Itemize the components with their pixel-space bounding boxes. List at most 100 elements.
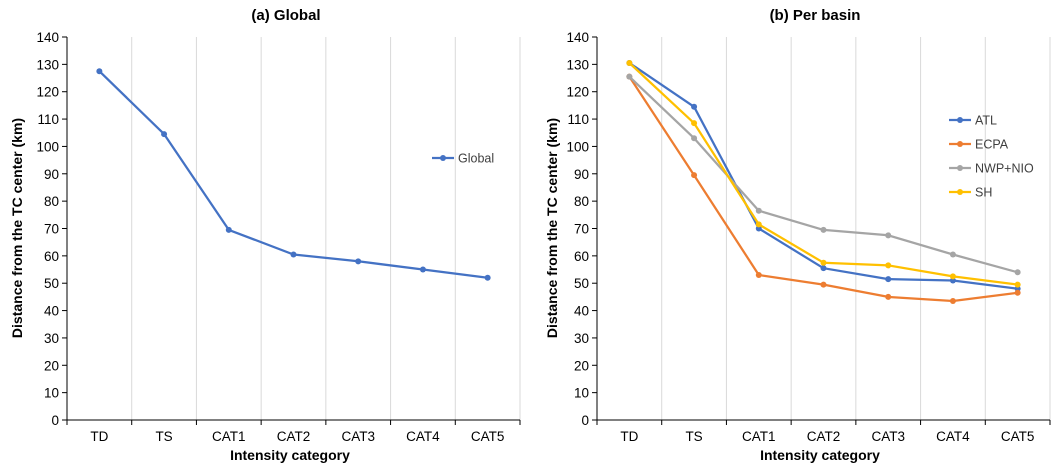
data-point: [1014, 289, 1021, 296]
y-tick-label: 0: [51, 413, 59, 428]
x-axis-title-b: Intensity category: [760, 447, 880, 463]
chart-panel-b: (b) Per basin Intensity category Distanc…: [544, 7, 1051, 463]
data-point: [885, 262, 892, 269]
data-point: [225, 226, 232, 233]
data-point: [949, 273, 956, 280]
data-point: [1014, 281, 1021, 288]
y-tick-label: 100: [566, 139, 589, 154]
legend-label: ATL: [975, 114, 997, 128]
y-tick-label: 0: [581, 413, 589, 428]
data-point: [949, 251, 956, 258]
y-tick-label: 60: [44, 249, 59, 264]
y-axis-title-b: Distance from the TC center (km): [544, 118, 560, 338]
y-tick-label: 80: [574, 194, 589, 209]
legend-a: Global: [432, 152, 494, 166]
y-tick-label: 130: [36, 57, 59, 72]
x-tick-label: CAT5: [471, 429, 505, 444]
chart-title-b: (b) Per basin: [770, 7, 861, 24]
legend-label: ECPA: [975, 138, 1009, 152]
y-tick-label: 20: [574, 358, 589, 373]
x-tick-label: TS: [155, 429, 172, 444]
y-axis-title-a: Distance from the TC center (km): [9, 118, 25, 338]
x-tick-label: CAT3: [341, 429, 375, 444]
data-point: [419, 266, 426, 273]
data-point: [626, 73, 633, 80]
x-axis-title-a: Intensity category: [230, 447, 350, 463]
data-point: [949, 277, 956, 284]
x-tick-label: CAT4: [936, 429, 970, 444]
legend-label: SH: [975, 186, 992, 200]
grid-b: [661, 37, 1051, 420]
data-point: [691, 172, 698, 179]
x-tick-label: CAT5: [1001, 429, 1035, 444]
y-tick-label: 30: [44, 331, 59, 346]
data-point: [755, 207, 762, 214]
x-tick-label: TS: [685, 429, 702, 444]
data-point: [755, 225, 762, 232]
series-line: [628, 75, 1018, 274]
x-tick-label: CAT2: [807, 429, 841, 444]
data-point: [755, 272, 762, 279]
data-point: [820, 281, 827, 288]
y-tick-label: 70: [44, 222, 59, 237]
y-tick-label: 40: [574, 304, 589, 319]
data-point: [820, 265, 827, 272]
data-point: [691, 120, 698, 127]
axes-a: 0 10 20 30 40 50 60 70 80 90 100 110 120 130 140 TD TS CA…: [36, 30, 521, 444]
legend-marker: [440, 155, 446, 161]
x-tick-label: CAT1: [742, 429, 776, 444]
grid-a: [131, 37, 521, 420]
data-point: [691, 103, 698, 110]
data-point: [820, 226, 827, 233]
legend-marker: [957, 189, 963, 195]
axes-b: 0 10 20 30 40 50 60 70 80 90 100 110 120 130 140 TD TS CA…: [566, 30, 1051, 444]
y-tick-label: 10: [574, 386, 589, 401]
series-a: [96, 68, 491, 281]
series-line: [98, 70, 488, 279]
chart-panel-a: (a) Global Intensity category Distance f…: [9, 7, 521, 463]
y-tick-label: 120: [566, 85, 589, 100]
y-tick-label: 140: [566, 30, 589, 45]
legend-marker: [957, 117, 963, 123]
data-point: [1014, 285, 1021, 292]
y-tick-label: 80: [44, 194, 59, 209]
data-point: [1014, 269, 1021, 276]
y-tick-label: 140: [36, 30, 59, 45]
y-tick-label: 50: [574, 276, 589, 291]
y-tick-label: 30: [574, 331, 589, 346]
y-tick-label: 20: [44, 358, 59, 373]
data-point: [484, 274, 491, 281]
legend-marker: [957, 165, 963, 171]
legend-label: Global: [458, 152, 494, 166]
x-tick-label: TD: [620, 429, 638, 444]
data-point: [290, 251, 297, 258]
chart-title-a: (a) Global: [251, 7, 320, 24]
series-line: [628, 62, 1018, 286]
y-tick-label: 110: [567, 112, 589, 127]
y-tick-label: 60: [574, 249, 589, 264]
series-b: [626, 59, 1021, 304]
data-point: [626, 59, 633, 66]
x-tick-label: CAT2: [277, 429, 311, 444]
y-tick-label: 90: [44, 167, 59, 182]
y-tick-label: 40: [44, 304, 59, 319]
data-point: [949, 297, 956, 304]
x-tick-label: CAT4: [406, 429, 440, 444]
y-tick-label: 10: [44, 386, 59, 401]
y-tick-label: 70: [574, 222, 589, 237]
data-point: [885, 276, 892, 283]
y-tick-label: 90: [574, 167, 589, 182]
y-tick-label: 110: [37, 112, 59, 127]
y-tick-label: 50: [44, 276, 59, 291]
x-tick-label: TD: [90, 429, 108, 444]
data-point: [885, 232, 892, 239]
data-point: [96, 68, 103, 75]
series-line: [628, 62, 1018, 290]
data-point: [355, 258, 362, 265]
y-tick-label: 100: [36, 139, 59, 154]
legend-marker: [957, 141, 963, 147]
data-point: [885, 293, 892, 300]
legend-label: NWP+NIO: [975, 162, 1034, 176]
data-point: [755, 221, 762, 228]
